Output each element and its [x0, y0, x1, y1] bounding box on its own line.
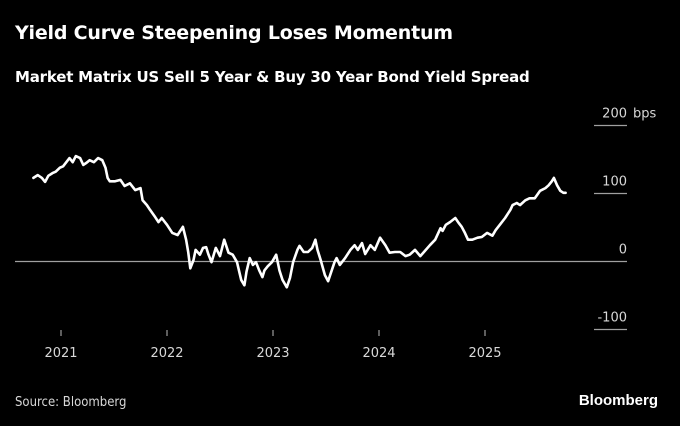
y-tick-label: 200 [602, 107, 627, 122]
y-tick-label: -100 [597, 311, 627, 326]
y-tick-label: 100 [602, 175, 627, 190]
x-tick-label: 2023 [256, 346, 289, 361]
bloomberg-logo: Bloomberg [578, 392, 658, 409]
series-layer [32, 154, 567, 289]
x-tick-label: 2025 [468, 346, 501, 361]
y-axis-labels: 200 bps 100 0 -100 [597, 107, 656, 326]
series-line [32, 154, 567, 289]
source-note: Source: Bloomberg [15, 395, 127, 410]
gridlines [15, 124, 627, 331]
chart-subtitle: Market Matrix US Sell 5 Year & Buy 30 Ye… [15, 68, 530, 86]
x-tick-label: 2024 [362, 346, 395, 361]
x-tick-label: 2022 [150, 346, 183, 361]
y-tick-label: 0 [619, 243, 627, 258]
x-tick-label: 2021 [44, 346, 77, 361]
x-axis: 2021 2022 2023 2024 2025 [44, 330, 502, 361]
y-unit-label: bps [633, 107, 657, 122]
chart-title: Yield Curve Steepening Loses Momentum [15, 22, 453, 44]
